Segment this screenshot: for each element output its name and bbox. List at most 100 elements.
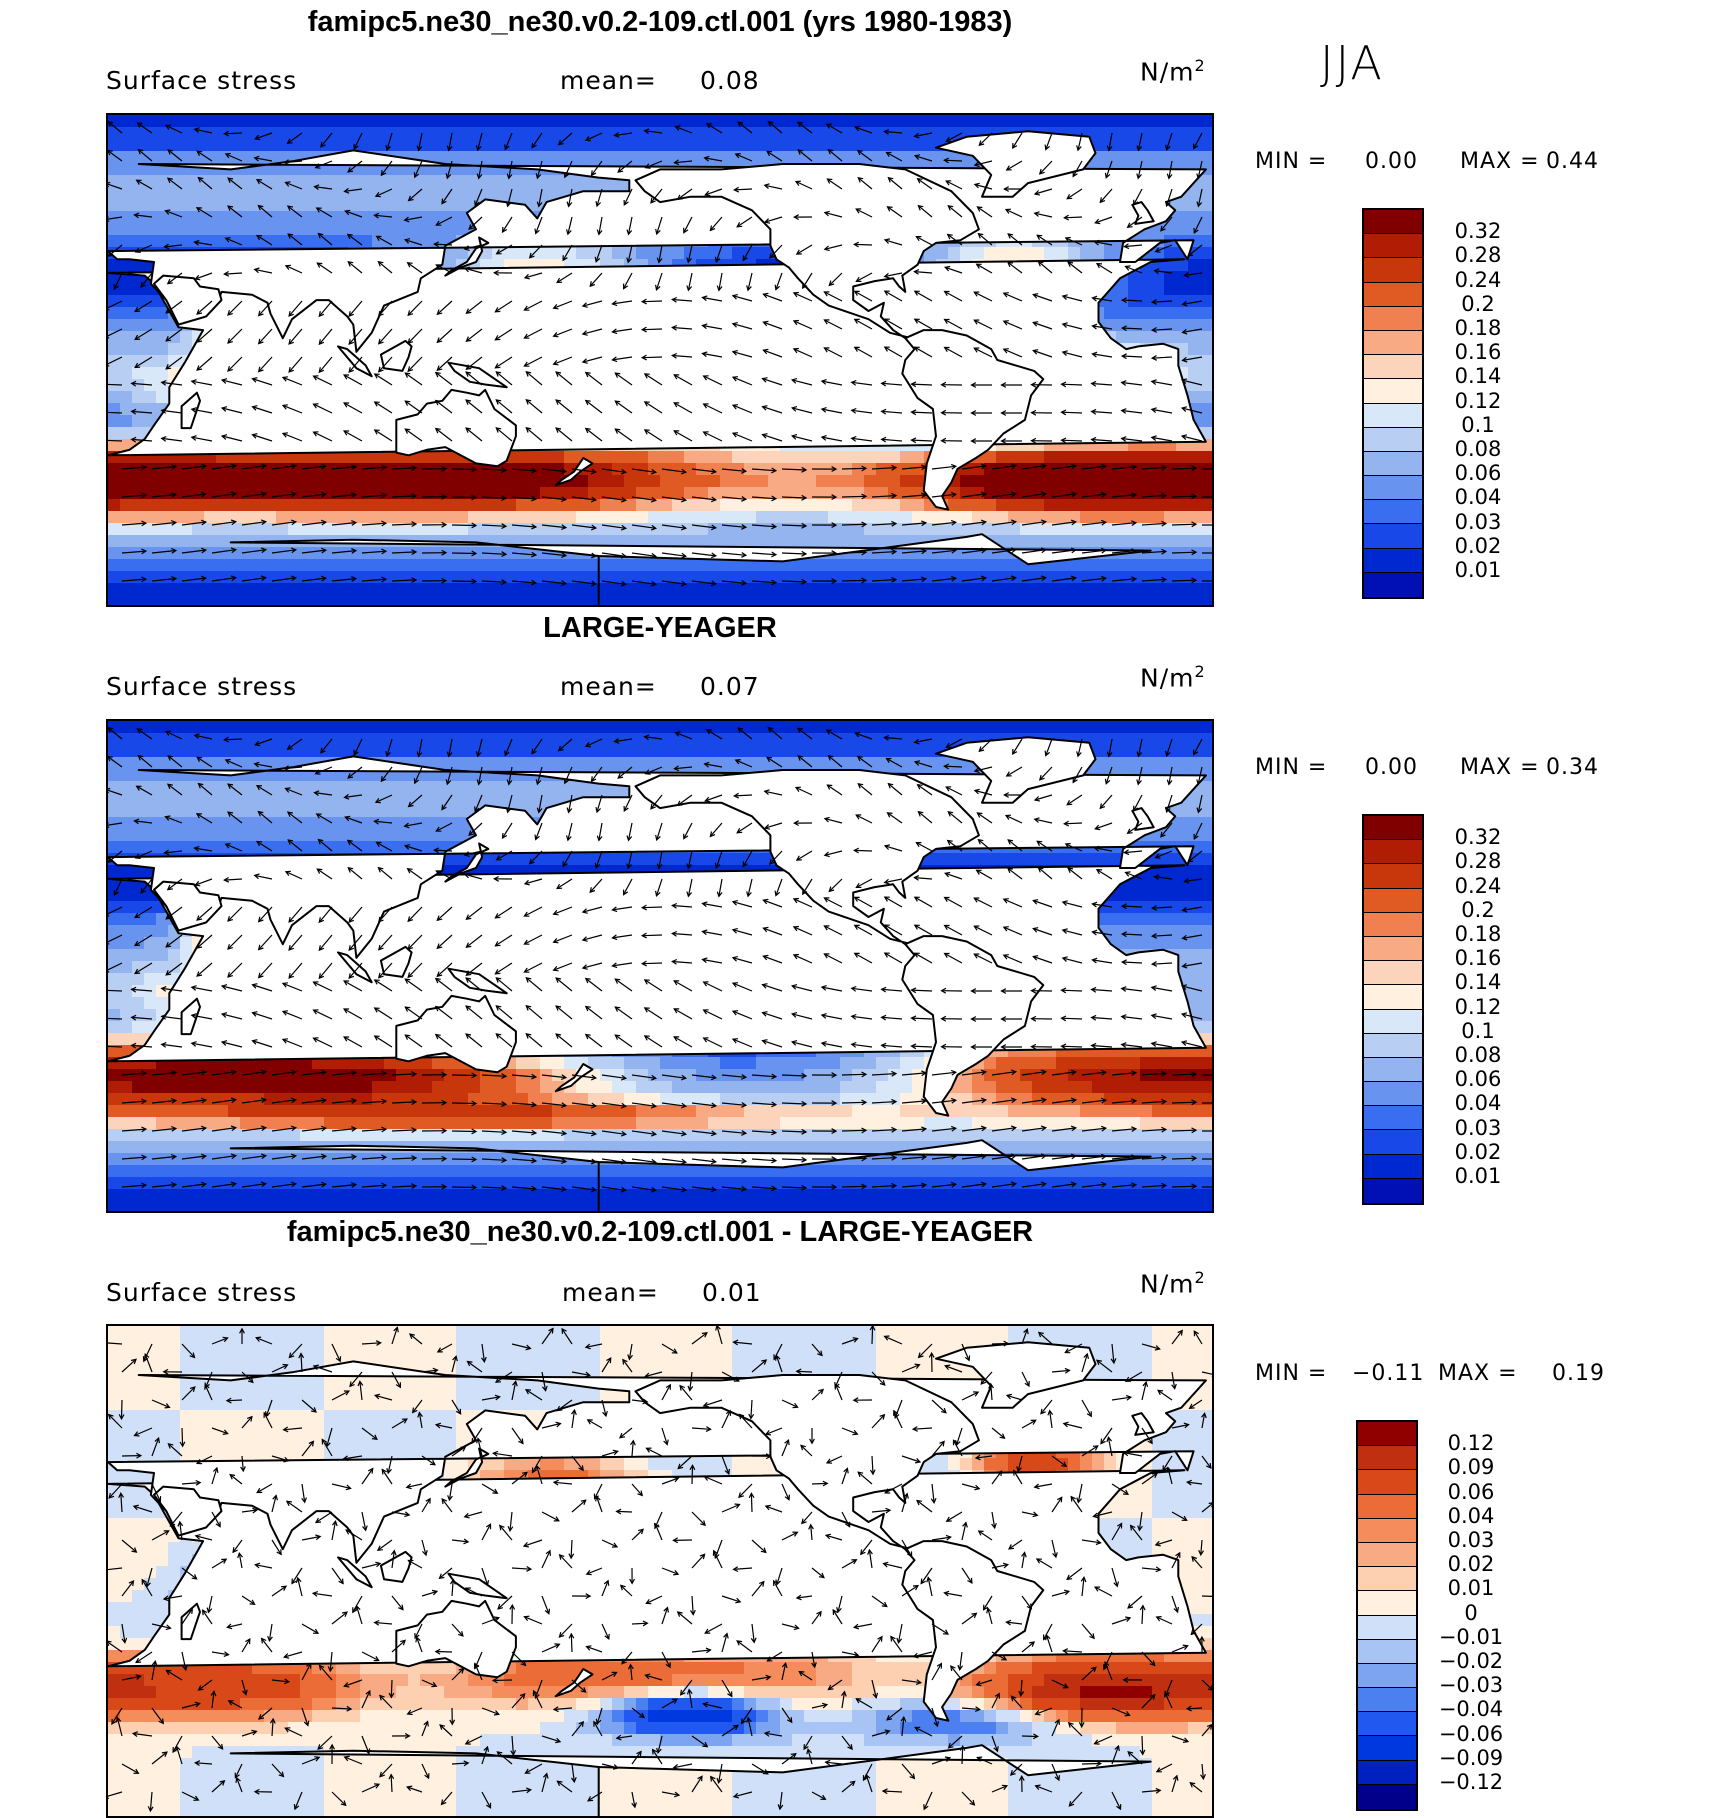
field-cell [864, 595, 877, 605]
field-cell [132, 343, 145, 356]
field-cell [336, 547, 349, 560]
field-cell [264, 187, 277, 200]
field-cell [216, 175, 229, 188]
field-cell [552, 595, 565, 605]
field-cell [1080, 559, 1093, 572]
field-cell [900, 475, 913, 488]
wind-vector [452, 553, 476, 554]
field-cell [192, 223, 205, 236]
field-cell [204, 475, 217, 488]
field-cell [612, 151, 625, 164]
field-cell [1068, 523, 1081, 536]
field-cell [156, 511, 169, 524]
field-cell [1176, 595, 1189, 605]
field-cell [1032, 247, 1045, 260]
field-cell [1116, 451, 1129, 464]
field-cell [468, 583, 481, 596]
field-cell [936, 511, 949, 524]
field-cell [708, 559, 721, 572]
field-cell [132, 499, 145, 512]
field-cell [864, 139, 877, 152]
field-cell [912, 583, 925, 596]
field-cell [120, 403, 133, 416]
field-cell [324, 499, 337, 512]
field-cell [1188, 331, 1201, 344]
field-cell [1164, 535, 1177, 548]
field-cell [600, 523, 613, 536]
field-cell [780, 511, 793, 524]
field-cell [276, 139, 289, 152]
field-cell [144, 151, 157, 164]
field-cell [516, 115, 529, 128]
field-cell [180, 475, 193, 488]
field-cell [444, 199, 457, 212]
field-cell [312, 511, 325, 524]
field-cell [1200, 535, 1212, 548]
field-cell [144, 199, 157, 212]
field-cell [588, 475, 601, 488]
field-cell [1188, 499, 1201, 512]
field-cell [804, 475, 817, 488]
field-cell [264, 583, 277, 596]
field-cell [288, 139, 301, 152]
field-cell [1080, 499, 1093, 512]
field-cell [168, 223, 181, 236]
field-cell [1128, 115, 1141, 128]
field-cell [444, 247, 457, 260]
field-cell [660, 139, 673, 152]
field-cell [1140, 307, 1153, 320]
field-cell [936, 559, 949, 572]
field-cell [168, 547, 181, 560]
field-cell [1188, 511, 1201, 524]
field-cell [300, 235, 313, 248]
field-cell [1104, 319, 1117, 332]
field-cell [264, 151, 277, 164]
field-cell [768, 511, 781, 524]
field-cell [1020, 535, 1033, 548]
field-cell [276, 187, 289, 200]
field-cell [300, 595, 313, 605]
field-cell [960, 583, 973, 596]
field-cell [876, 475, 889, 488]
field-cell [1176, 115, 1189, 128]
field-cell [876, 559, 889, 572]
field-cell [648, 247, 661, 260]
field-cell [312, 475, 325, 488]
field-cell [408, 499, 421, 512]
field-cell [132, 415, 145, 428]
field-cell [1188, 127, 1201, 140]
field-cell [372, 127, 385, 140]
field-cell [636, 451, 649, 464]
field-cell [648, 463, 661, 476]
field-cell [648, 559, 661, 572]
field-cell [144, 571, 157, 584]
field-cell [924, 571, 937, 584]
field-cell [132, 367, 145, 380]
field-cell [1008, 475, 1021, 488]
field-cell [1056, 523, 1069, 536]
field-cell [1080, 535, 1093, 548]
field-cell [804, 559, 817, 572]
field-cell [180, 175, 193, 188]
field-cell [1032, 535, 1045, 548]
field-cell [348, 175, 361, 188]
field-cell [1092, 475, 1105, 488]
field-cell [924, 559, 937, 572]
field-cell [672, 139, 685, 152]
field-cell [768, 139, 781, 152]
field-cell [228, 595, 241, 605]
field-cell [420, 115, 433, 128]
field-cell [744, 451, 757, 464]
field-cell [504, 559, 517, 572]
field-cell [120, 139, 133, 152]
field-cell [348, 235, 361, 248]
field-cell [1152, 535, 1165, 548]
field-cell [756, 511, 769, 524]
field-cell [732, 139, 745, 152]
season-label: JJA [1320, 36, 1384, 90]
field-cell [528, 451, 541, 464]
field-cell [108, 571, 121, 584]
field-cell [1176, 307, 1189, 320]
field-cell [1080, 475, 1093, 488]
field-cell [132, 319, 145, 332]
